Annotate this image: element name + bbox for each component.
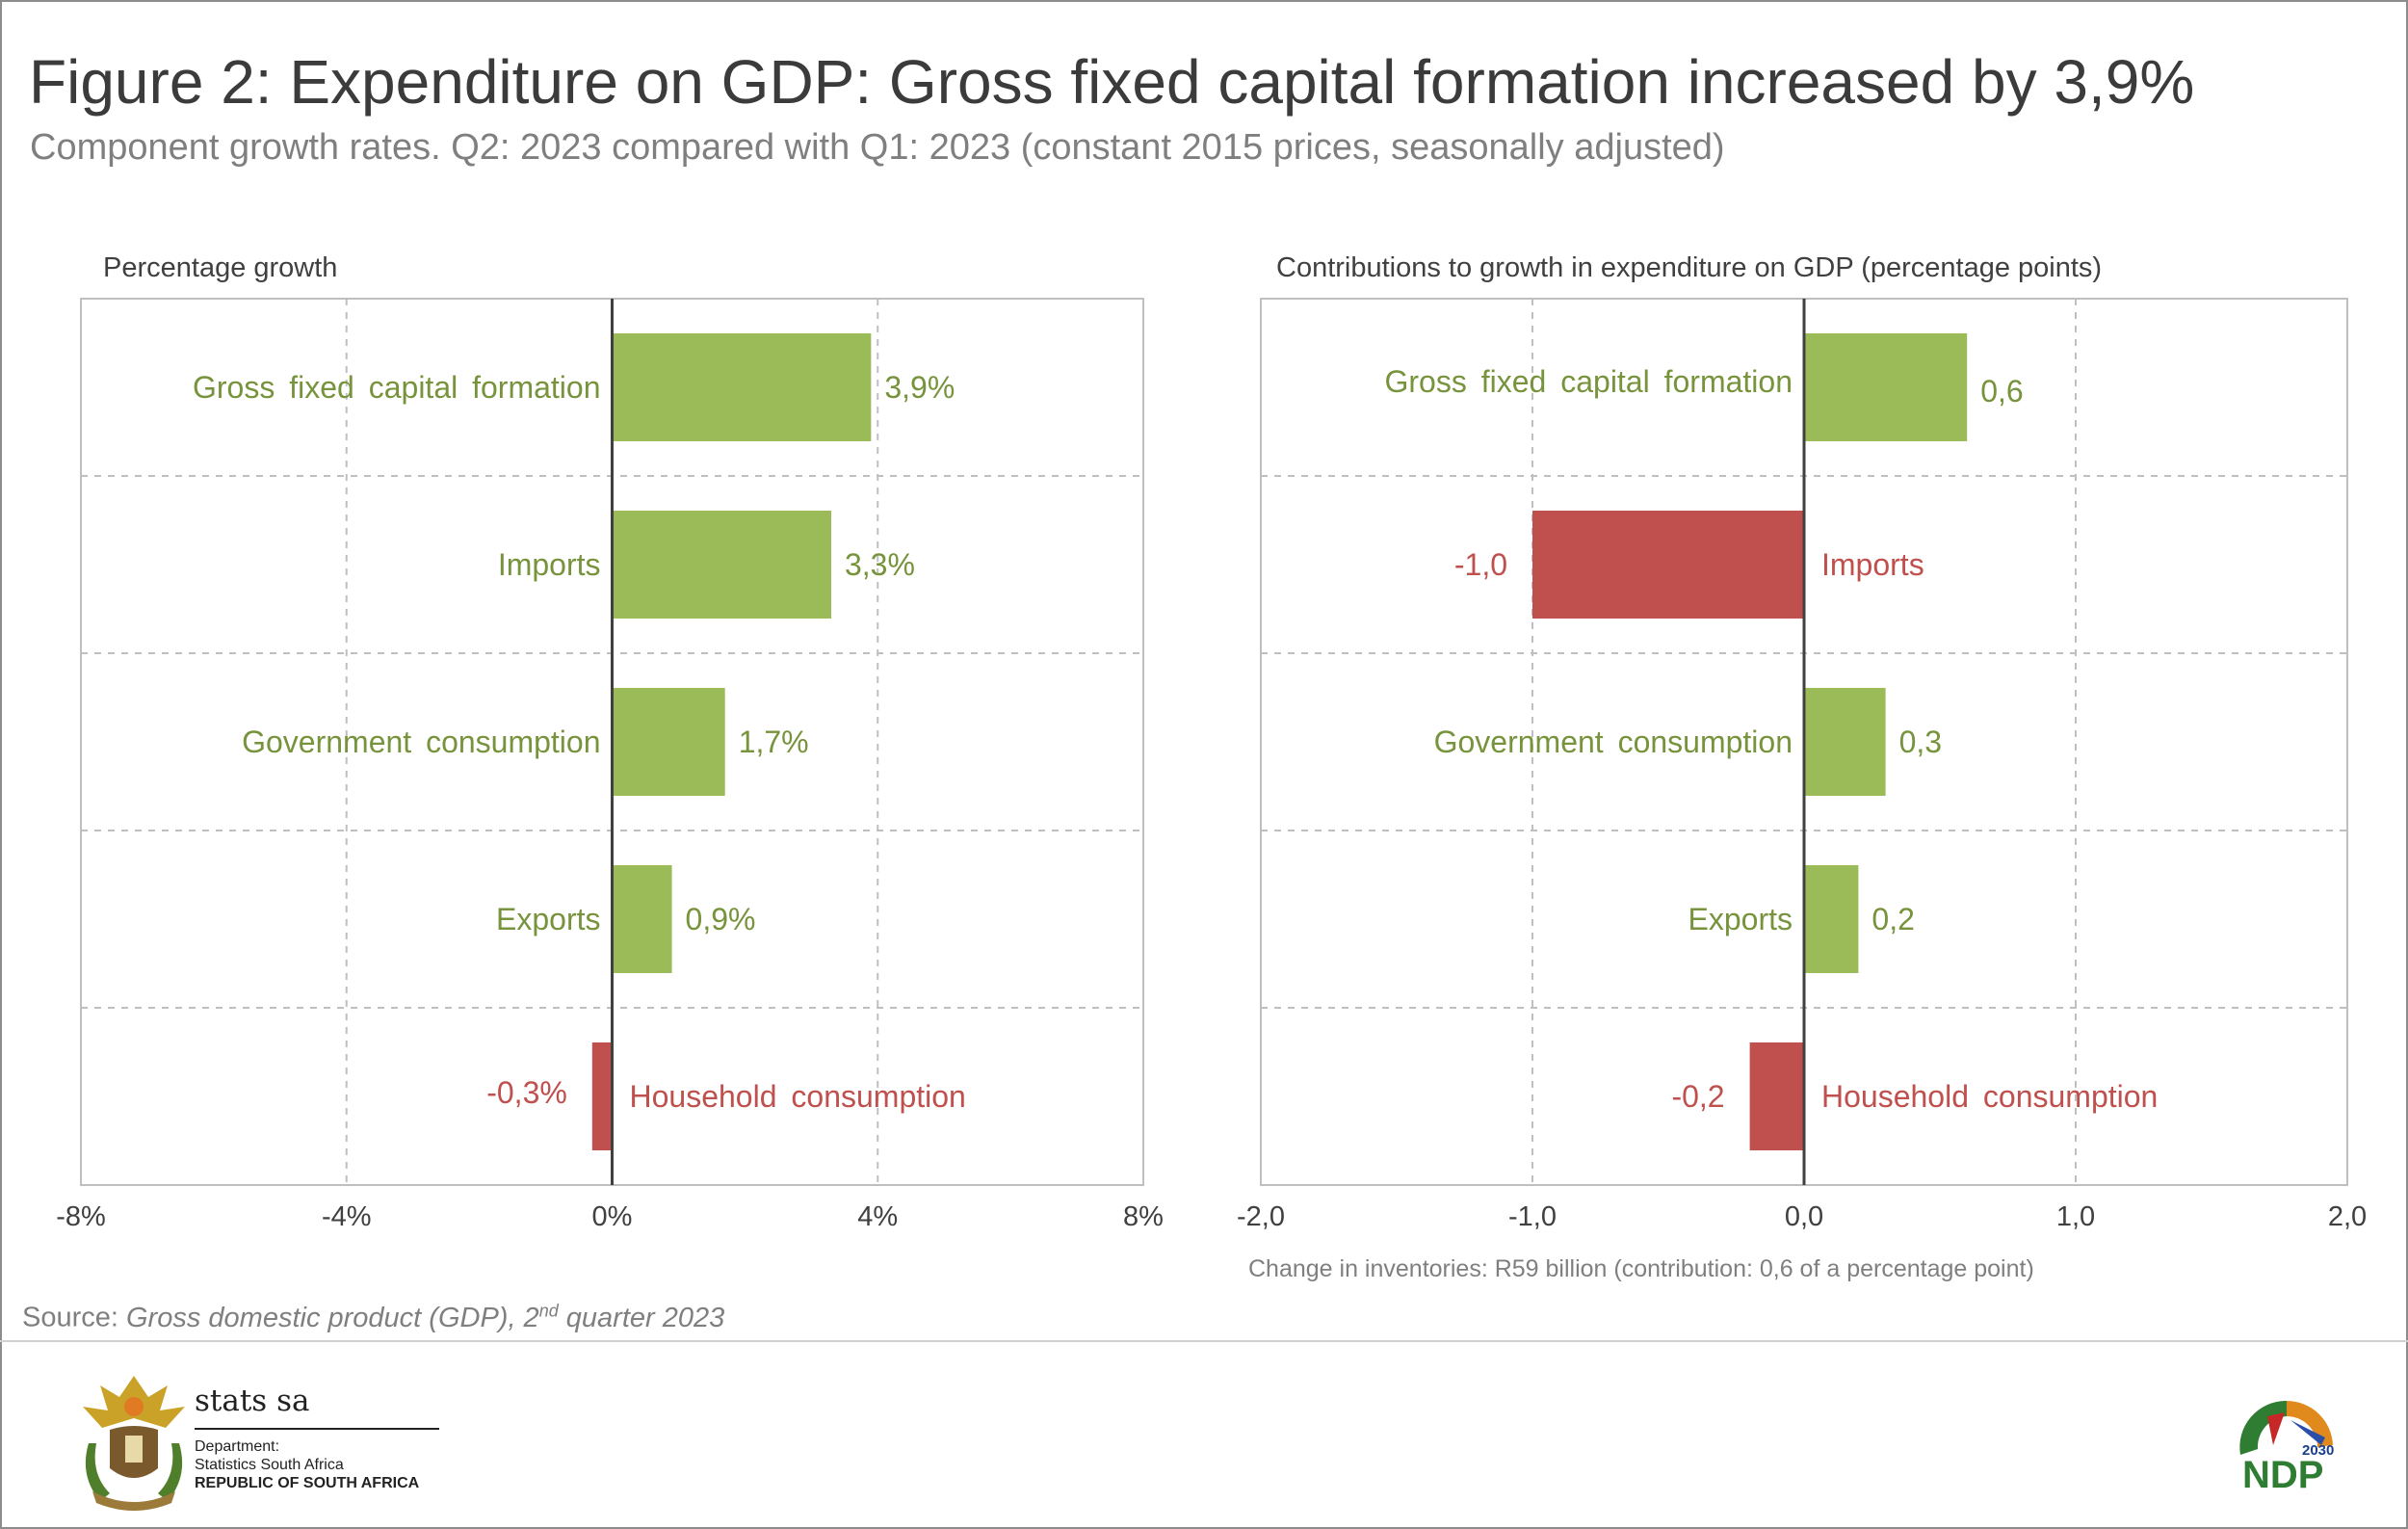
inventories-footnote: Change in inventories: R59 billion (cont… [1248, 1255, 2034, 1282]
pct-category-label-3: Exports [496, 902, 600, 936]
pct-tick-label-0: -8% [56, 1201, 106, 1232]
contrib-tick-label-3: 1,0 [2056, 1201, 2095, 1232]
contrib-category-label-4: Household consumption [1821, 1079, 2158, 1114]
pct-bar-2 [612, 688, 725, 796]
pct-tick-label-2: 0% [592, 1201, 633, 1232]
pct-category-label-1: Imports [498, 547, 601, 582]
source-title: Gross domestic product (GDP), 2nd quarte… [126, 1301, 725, 1333]
ndp-year: 2030 [2302, 1442, 2334, 1459]
pct-bar-3 [612, 865, 672, 973]
pct-category-label-0: Gross fixed capital formation [193, 370, 601, 405]
contrib-bar-3 [1804, 865, 1859, 973]
department-line-3: REPUBLIC OF SOUTH AFRICA [195, 1474, 419, 1492]
contrib-bar-0 [1804, 333, 1968, 441]
contrib-tick-label-0: -2,0 [1237, 1201, 1285, 1232]
department-line-1: Department: [195, 1438, 280, 1455]
pct-tick-label-3: 4% [857, 1201, 898, 1232]
source-suffix: quarter 2023 [558, 1302, 725, 1333]
contrib-category-label-3: Exports [1688, 902, 1793, 936]
department-text: Department: Statistics South Africa REPU… [195, 1437, 419, 1492]
ndp-text: NDP [2242, 1454, 2323, 1496]
contrib-category-label-0: Gross fixed capital formation [1385, 364, 1793, 399]
pct-category-label-2: Government consumption [242, 725, 600, 759]
contrib-value-label-0: 0,6 [1980, 374, 2023, 409]
pct-bar-0 [612, 333, 872, 441]
source-superscript: nd [538, 1301, 559, 1320]
contrib-bar-1 [1532, 511, 1804, 619]
contrib-tick-label-2: 0,0 [1785, 1201, 1823, 1232]
pct-bar-1 [612, 511, 831, 619]
contrib-value-label-1: -1,0 [1454, 547, 1507, 582]
right-panel-title: Contributions to growth in expenditure o… [1276, 252, 2103, 283]
pct-tick-label-1: -4% [322, 1201, 372, 1232]
pct-bar-4 [591, 1042, 613, 1150]
pct-category-label-4: Household consumption [630, 1079, 966, 1114]
figure-subtitle: Component growth rates. Q2: 2023 compare… [30, 127, 1725, 168]
pct-value-label-1: 3,3% [845, 547, 915, 582]
footer-divider [0, 1340, 2408, 1342]
contrib-tick-label-4: 2,0 [2328, 1201, 2367, 1232]
logo-rule [195, 1428, 439, 1430]
ndp-2030-logo-icon: 2030 NDP [2239, 1400, 2334, 1496]
coat-of-arms-icon [83, 1376, 185, 1511]
pct-value-label-4: -0,3% [486, 1075, 567, 1110]
left-panel-title: Percentage growth [103, 252, 338, 283]
pct-tick-label-4: 8% [1123, 1201, 1164, 1232]
contrib-bar-2 [1804, 688, 1886, 796]
stats-sa-logo: stats sa Department: Statistics South Af… [54, 1357, 458, 1525]
contrib-tick-label-1: -1,0 [1508, 1201, 1557, 1232]
pct-value-label-3: 0,9% [686, 902, 756, 936]
contrib-category-label-1: Imports [1821, 547, 1924, 582]
stats-sa-wordmark: stats sa [195, 1384, 310, 1418]
contrib-value-label-3: 0,2 [1871, 902, 1914, 936]
source-title-text: Gross domestic product (GDP), 2 [126, 1302, 539, 1333]
contrib-value-label-2: 0,3 [1899, 725, 1942, 759]
figure-title: Figure 2: Expenditure on GDP: Gross fixe… [29, 47, 2195, 117]
contrib-value-label-4: -0,2 [1671, 1079, 1724, 1114]
department-line-3-text: REPUBLIC OF SOUTH AFRICA [195, 1475, 420, 1491]
source-note: Source: Gross domestic product (GDP), 2n… [22, 1301, 724, 1334]
department-line-2: Statistics South Africa [195, 1457, 344, 1473]
contrib-bar-4 [1749, 1042, 1804, 1150]
pct-value-label-2: 1,7% [739, 725, 809, 759]
source-prefix: Source: [22, 1302, 126, 1333]
pct-value-label-0: 3,9% [884, 370, 955, 405]
contrib-category-label-2: Government consumption [1434, 725, 1793, 759]
